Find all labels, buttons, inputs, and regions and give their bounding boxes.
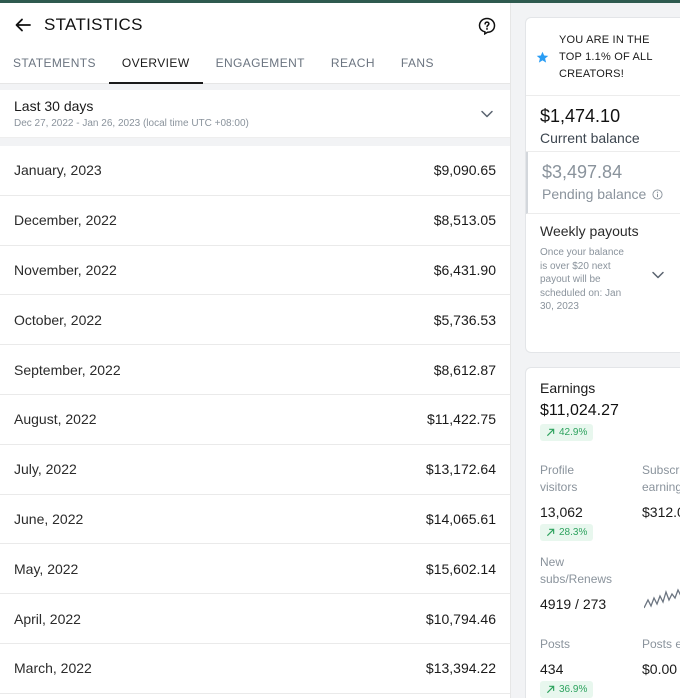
trend-up-icon: [546, 685, 555, 694]
posts-earnings-stat: Posts e $0.00: [642, 636, 680, 677]
posts-change-badge: 36.9%: [540, 681, 594, 698]
month-amount: $8,612.87: [433, 361, 496, 378]
profile-visitors-label: Profile visitors: [540, 463, 578, 494]
pending-balance-amount: $3,497.84: [542, 162, 623, 182]
list-item[interactable]: May, 2022 $15,602.14: [0, 544, 510, 595]
period-range: Dec 27, 2022 - Jan 26, 2023 (local time …: [14, 118, 249, 129]
chevron-down-icon[interactable]: [651, 268, 665, 282]
month-label: June, 2022: [14, 510, 84, 527]
tab-statements[interactable]: STATEMENTS: [13, 56, 96, 70]
page-header: STATISTICS: [0, 3, 510, 47]
chevron-down-icon[interactable]: [480, 107, 494, 121]
monthly-earnings-list: January, 2023 $9,090.65 December, 2022 $8,…: [0, 146, 510, 694]
profile-visitors-value: 13,062: [540, 504, 583, 520]
month-label: January, 2023: [14, 162, 102, 179]
month-label: December, 2022: [14, 212, 117, 229]
new-subs-stat: New subs/Renews 4919 / 273: [540, 554, 630, 612]
month-label: March, 2022: [14, 660, 92, 677]
star-icon: [536, 51, 549, 63]
list-item[interactable]: July, 2022 $13,172.64: [0, 445, 510, 495]
balance-sidebar: YOU ARE IN THE TOP 1.1% OF ALL CREATORS!…: [510, 3, 680, 698]
list-item[interactable]: November, 2022 $6,431.90: [0, 246, 510, 296]
month-amount: $5,736.53: [433, 311, 496, 328]
help-icon[interactable]: [478, 17, 496, 35]
earnings-change: 42.9%: [559, 427, 588, 438]
weekly-payouts-desc: Once your balance is over $20 next payou…: [540, 247, 624, 312]
month-label: April, 2022: [14, 610, 81, 627]
list-item[interactable]: June, 2022 $14,065.61: [0, 495, 510, 545]
top-creator-banner: YOU ARE IN THE TOP 1.1% OF ALL CREATORS!: [526, 18, 680, 96]
month-amount: $15,602.14: [425, 560, 496, 577]
tab-bar: STATEMENTS OVERVIEW ENGAGEMENT REACH FAN…: [0, 47, 510, 84]
earnings-header: Earnings $11,024.27 42.9%: [526, 368, 680, 442]
balance-card: YOU ARE IN THE TOP 1.1% OF ALL CREATORS!…: [525, 17, 680, 353]
tab-overview[interactable]: OVERVIEW: [108, 47, 203, 84]
list-item[interactable]: August, 2022 $11,422.75: [0, 395, 510, 445]
month-amount: $6,431.90: [433, 261, 496, 278]
list-item[interactable]: October, 2022 $5,736.53: [0, 295, 510, 346]
current-balance: $1,474.10 Current balance: [526, 96, 680, 152]
profile-visitors-change-badge: 28.3%: [540, 524, 594, 541]
profile-visitors-change: 28.3%: [559, 527, 588, 538]
month-label: October, 2022: [14, 311, 102, 328]
pending-balance-row: Pending balance: [542, 186, 667, 202]
subscription-earnings-stat: Subscri earning $312.0: [642, 462, 680, 520]
period-title: Last 30 days: [14, 98, 94, 114]
list-item[interactable]: December, 2022 $8,513.05: [0, 196, 510, 246]
earnings-amount: $11,024.27: [540, 402, 619, 419]
pending-balance-label: Pending balance: [542, 186, 647, 202]
list-item[interactable]: September, 2022 $8,612.87: [0, 345, 510, 395]
month-amount: $14,065.61: [425, 510, 496, 527]
posts-earnings-value: $0.00: [642, 661, 678, 677]
list-item[interactable]: January, 2023 $9,090.65: [0, 146, 510, 196]
section-gap: [0, 84, 510, 90]
subscription-earnings-value: $312.0: [642, 504, 680, 520]
earnings-card: Earnings $11,024.27 42.9% Profile visito…: [525, 367, 680, 698]
month-amount: $10,794.46: [425, 610, 496, 627]
subscription-earnings-label: Subscri earning: [642, 463, 680, 494]
month-label: May, 2022: [14, 560, 79, 577]
month-amount: $13,172.64: [425, 461, 496, 478]
weekly-payouts[interactable]: Weekly payouts Once your balance is over…: [526, 214, 680, 321]
weekly-payouts-title: Weekly payouts: [540, 223, 639, 239]
tab-engagement[interactable]: ENGAGEMENT: [215, 56, 305, 70]
month-label: August, 2022: [14, 411, 97, 428]
tab-fans[interactable]: FANS: [400, 56, 434, 70]
info-icon[interactable]: [652, 188, 663, 200]
page-title: STATISTICS: [44, 15, 143, 34]
current-balance-label: Current balance: [540, 130, 640, 146]
month-label: September, 2022: [14, 361, 121, 378]
pending-balance: $3,497.84 Pending balance: [526, 152, 680, 214]
month-amount: $8,513.05: [433, 212, 496, 229]
new-subs-label: New subs/Renews: [540, 555, 613, 586]
posts-label: Posts: [540, 637, 571, 651]
top-accent-line: [0, 0, 680, 3]
month-amount: $11,422.75: [426, 411, 496, 428]
posts-earnings-label: Posts e: [642, 637, 680, 651]
posts-change: 36.9%: [559, 684, 588, 695]
tab-reach[interactable]: REACH: [330, 56, 375, 70]
list-item[interactable]: April, 2022 $10,794.46: [0, 594, 510, 644]
month-label: November, 2022: [14, 261, 117, 278]
section-gap: [0, 138, 510, 146]
trend-up-icon: [546, 528, 555, 537]
period-selector[interactable]: Last 30 days Dec 27, 2022 - Jan 26, 2023…: [0, 90, 510, 138]
posts-stat: Posts 434 36.9%: [540, 636, 630, 698]
top-creator-text: YOU ARE IN THE TOP 1.1% OF ALL CREATORS!: [559, 34, 653, 80]
month-amount: $9,090.65: [433, 162, 496, 179]
trend-up-icon: [546, 428, 555, 437]
statistics-main-panel: STATISTICS STATEMENTS OVERVIEW ENGAGEMEN…: [0, 3, 510, 698]
subs-sparkline: [644, 588, 680, 609]
list-item[interactable]: March, 2022 $13,394.22: [0, 644, 510, 694]
back-arrow-icon[interactable]: [14, 16, 32, 34]
earnings-label: Earnings: [540, 380, 596, 396]
month-amount: $13,394.22: [425, 660, 496, 677]
new-subs-value: 4919 / 273: [540, 596, 607, 612]
profile-visitors-stat: Profile visitors 13,062 28.3%: [540, 462, 630, 542]
earnings-change-badge: 42.9%: [540, 424, 594, 441]
posts-value: 434: [540, 661, 564, 677]
current-balance-amount: $1,474.10: [540, 106, 621, 126]
month-label: July, 2022: [14, 461, 77, 478]
